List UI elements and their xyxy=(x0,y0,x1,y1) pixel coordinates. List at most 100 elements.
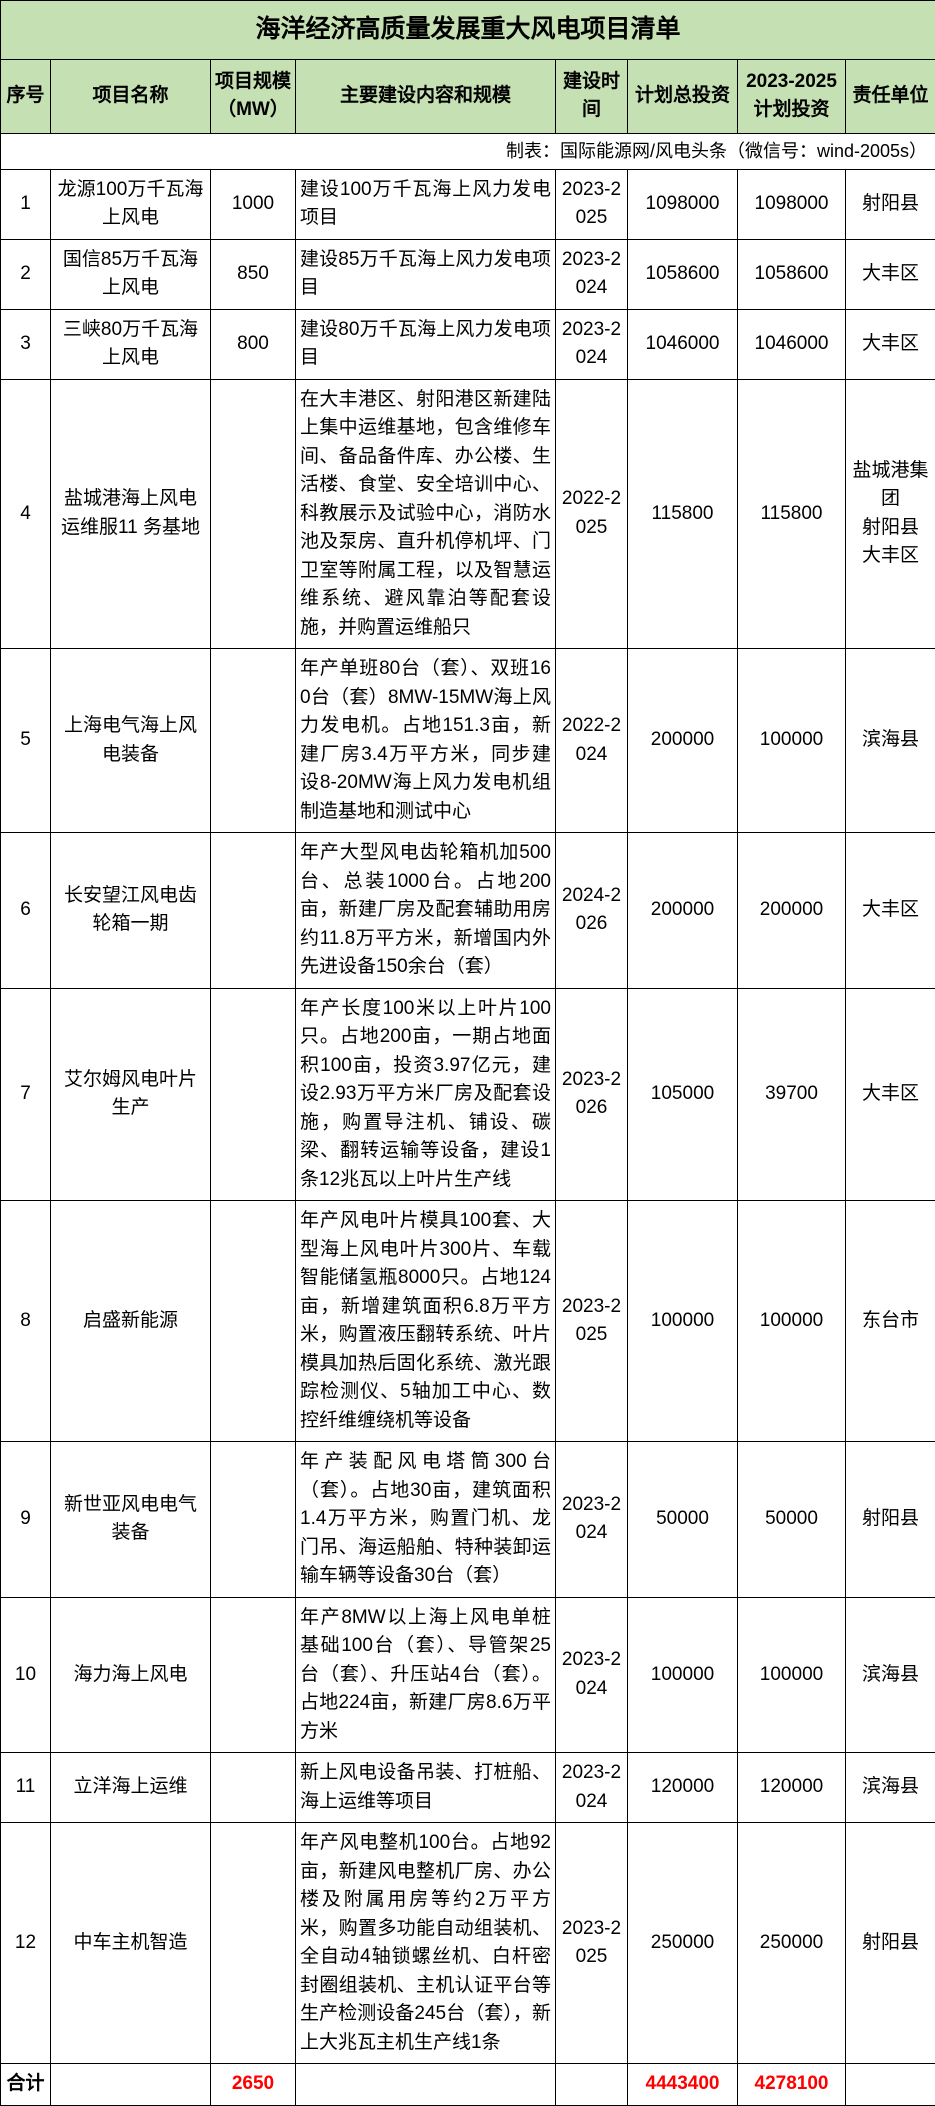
cell-name: 海力海上风电 xyxy=(51,1597,211,1753)
cell-inv_2325: 39700 xyxy=(738,988,846,1201)
cell-inv_total: 100000 xyxy=(628,1201,738,1442)
cell-inv_total: 50000 xyxy=(628,1442,738,1598)
cell-desc: 建设80万千瓦海上风力发电项目 xyxy=(296,309,556,379)
cell-time: 2023-2024 xyxy=(556,1442,628,1598)
cell-unit: 射阳县 xyxy=(846,169,935,239)
credit-text: 制表：国际能源网/风电头条（微信号：wind-2005s） xyxy=(1,133,935,169)
table-row: 9新世亚风电电气装备年产装配风电塔筒300台（套）。占地30亩，建筑面积1.4万… xyxy=(1,1442,935,1598)
table-row: 10海力海上风电年产8MW以上海上风电单桩基础100台（套）、导管架25台（套）… xyxy=(1,1597,935,1753)
col-time: 建设时间 xyxy=(556,59,628,133)
total-row: 合计 2650 4443400 4278100 xyxy=(1,2064,935,2106)
cell-scale xyxy=(211,1823,296,2064)
cell-scale xyxy=(211,1753,296,1823)
cell-inv_2325: 250000 xyxy=(738,1823,846,2064)
cell-time: 2023-2025 xyxy=(556,169,628,239)
cell-desc: 年产风电叶片模具100套、大型海上风电叶片300片、车载智能储氢瓶8000只。占… xyxy=(296,1201,556,1442)
cell-seq: 2 xyxy=(1,239,51,309)
table-row: 7艾尔姆风电叶片生产年产长度100米以上叶片100只。占地200亩，一期占地面积… xyxy=(1,988,935,1201)
cell-time: 2023-2026 xyxy=(556,988,628,1201)
cell-inv_total: 1046000 xyxy=(628,309,738,379)
cell-inv_2325: 115800 xyxy=(738,379,846,649)
cell-inv_total: 115800 xyxy=(628,379,738,649)
cell-desc: 年产装配风电塔筒300台（套）。占地30亩，建筑面积1.4万平方米，购置门机、龙… xyxy=(296,1442,556,1598)
cell-seq: 4 xyxy=(1,379,51,649)
cell-inv_2325: 120000 xyxy=(738,1753,846,1823)
col-desc: 主要建设内容和规模 xyxy=(296,59,556,133)
cell-time: 2023-2024 xyxy=(556,239,628,309)
cell-inv_2325: 1058600 xyxy=(738,239,846,309)
cell-seq: 6 xyxy=(1,833,51,989)
cell-desc: 年产风电整机100台。占地92亩，新建风电整机厂房、办公楼及附属用房等约2万平方… xyxy=(296,1823,556,2064)
cell-seq: 9 xyxy=(1,1442,51,1598)
cell-unit: 大丰区 xyxy=(846,239,935,309)
cell-unit: 大丰区 xyxy=(846,309,935,379)
cell-scale: 800 xyxy=(211,309,296,379)
cell-unit: 滨海县 xyxy=(846,1753,935,1823)
cell-inv_2325: 1046000 xyxy=(738,309,846,379)
cell-inv_total: 105000 xyxy=(628,988,738,1201)
cell-scale xyxy=(211,1442,296,1598)
cell-name: 中车主机智造 xyxy=(51,1823,211,2064)
cell-unit: 大丰区 xyxy=(846,988,935,1201)
col-inv-total: 计划总投资 xyxy=(628,59,738,133)
total-label: 合计 xyxy=(1,2064,51,2106)
cell-desc: 年产长度100米以上叶片100只。占地200亩，一期占地面积100亩，投资3.9… xyxy=(296,988,556,1201)
cell-desc: 建设100万千瓦海上风力发电项目 xyxy=(296,169,556,239)
table-row: 6长安望江风电齿轮箱一期年产大型风电齿轮箱机加500台、总装1000台。占地20… xyxy=(1,833,935,989)
cell-desc: 建设85万千瓦海上风力发电项目 xyxy=(296,239,556,309)
cell-unit: 盐城港集团射阳县大丰区 xyxy=(846,379,935,649)
total-inv-total: 4443400 xyxy=(628,2064,738,2106)
cell-unit: 射阳县 xyxy=(846,1442,935,1598)
cell-scale: 850 xyxy=(211,239,296,309)
title-row: 海洋经济高质量发展重大风电项目清单 xyxy=(1,1,935,60)
project-table: 海洋经济高质量发展重大风电项目清单 序号 项目名称 项目规模（MW） 主要建设内… xyxy=(0,0,935,2106)
cell-seq: 12 xyxy=(1,1823,51,2064)
cell-scale xyxy=(211,988,296,1201)
cell-name: 盐城港海上风电运维服11 务基地 xyxy=(51,379,211,649)
table-row: 3三峡80万千瓦海上风电800建设80万千瓦海上风力发电项目2023-20241… xyxy=(1,309,935,379)
table-row: 12中车主机智造年产风电整机100台。占地92亩，新建风电整机厂房、办公楼及附属… xyxy=(1,1823,935,2064)
cell-name: 国信85万千瓦海上风电 xyxy=(51,239,211,309)
cell-scale xyxy=(211,379,296,649)
credit-row: 制表：国际能源网/风电头条（微信号：wind-2005s） xyxy=(1,133,935,169)
table-row: 1龙源100万千瓦海上风电1000建设100万千瓦海上风力发电项目2023-20… xyxy=(1,169,935,239)
cell-inv_2325: 100000 xyxy=(738,649,846,833)
cell-name: 立洋海上运维 xyxy=(51,1753,211,1823)
cell-unit: 滨海县 xyxy=(846,649,935,833)
cell-desc: 新上风电设备吊装、打桩船、海上运维等项目 xyxy=(296,1753,556,1823)
cell-name: 启盛新能源 xyxy=(51,1201,211,1442)
cell-desc: 年产单班80台（套）、双班160台（套）8MW-15MW海上风力发电机。占地15… xyxy=(296,649,556,833)
col-name: 项目名称 xyxy=(51,59,211,133)
table-row: 11立洋海上运维 新上风电设备吊装、打桩船、海上运维等项目2023-2024 120… xyxy=(1,1753,935,1823)
table-row: 4盐城港海上风电运维服11 务基地在大丰港区、射阳港区新建陆上集中运维基地，包含… xyxy=(1,379,935,649)
cell-scale xyxy=(211,1597,296,1753)
total-scale: 2650 xyxy=(211,2064,296,2106)
cell-desc: 年产大型风电齿轮箱机加500台、总装1000台。占地200亩，新建厂房及配套辅助… xyxy=(296,833,556,989)
cell-unit: 东台市 xyxy=(846,1201,935,1442)
cell-time: 2023-2024 xyxy=(556,1753,628,1823)
cell-inv_total: 100000 xyxy=(628,1597,738,1753)
cell-name: 长安望江风电齿轮箱一期 xyxy=(51,833,211,989)
cell-scale xyxy=(211,833,296,989)
total-desc-blank xyxy=(296,2064,556,2106)
cell-inv_total: 200000 xyxy=(628,833,738,989)
cell-inv_2325: 200000 xyxy=(738,833,846,989)
cell-seq: 8 xyxy=(1,1201,51,1442)
col-inv-2325: 2023-2025计划投资 xyxy=(738,59,846,133)
cell-inv_total: 250000 xyxy=(628,1823,738,2064)
cell-name: 龙源100万千瓦海上风电 xyxy=(51,169,211,239)
cell-name: 艾尔姆风电叶片生产 xyxy=(51,988,211,1201)
cell-time: 2023-2025 xyxy=(556,1201,628,1442)
cell-inv_total: 1098000 xyxy=(628,169,738,239)
cell-inv_2325: 100000 xyxy=(738,1597,846,1753)
table-row: 5上海电气海上风电装备年产单班80台（套）、双班160台（套）8MW-15MW海… xyxy=(1,649,935,833)
col-unit: 责任单位 xyxy=(846,59,935,133)
cell-seq: 1 xyxy=(1,169,51,239)
cell-seq: 3 xyxy=(1,309,51,379)
cell-inv_2325: 100000 xyxy=(738,1201,846,1442)
total-unit-blank xyxy=(846,2064,935,2106)
cell-seq: 11 xyxy=(1,1753,51,1823)
cell-time: 2023-2025 xyxy=(556,1823,628,2064)
cell-scale xyxy=(211,649,296,833)
cell-time: 2023-2024 xyxy=(556,1597,628,1753)
